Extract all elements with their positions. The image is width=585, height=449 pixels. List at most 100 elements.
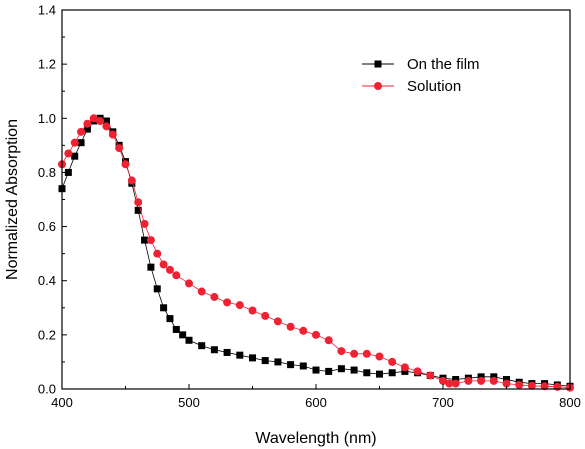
data-point bbox=[464, 376, 473, 385]
data-point bbox=[401, 367, 409, 375]
y-tick-label: 0.0 bbox=[38, 382, 56, 397]
data-point bbox=[210, 292, 219, 301]
data-point bbox=[223, 298, 232, 307]
y-tick-label: 1.4 bbox=[38, 3, 56, 18]
data-point bbox=[388, 357, 397, 366]
data-point bbox=[166, 315, 174, 323]
legend-label-solution: Solution bbox=[407, 78, 461, 95]
data-point bbox=[261, 357, 269, 365]
data-point bbox=[127, 176, 136, 185]
data-point bbox=[445, 379, 454, 388]
data-point bbox=[236, 351, 244, 359]
data-point bbox=[376, 370, 383, 378]
data-point bbox=[64, 168, 72, 176]
data-point bbox=[121, 160, 130, 169]
legend: On the film Solution bbox=[362, 56, 480, 95]
y-axis-ticks: 0.0 0.2 0.4 0.6 0.8 1.0 1.2 1.4 bbox=[38, 3, 67, 397]
data-point bbox=[102, 122, 111, 131]
data-point bbox=[160, 304, 168, 312]
data-point bbox=[70, 138, 79, 147]
series-line bbox=[61, 117, 571, 388]
series-solution bbox=[58, 114, 574, 392]
data-point bbox=[350, 366, 358, 374]
data-point bbox=[185, 279, 193, 288]
y-tick-label: 0.2 bbox=[38, 327, 56, 342]
data-point bbox=[159, 260, 168, 269]
data-point bbox=[140, 219, 149, 228]
x-axis-label: Wavelength (nm) bbox=[255, 430, 376, 447]
y-tick-label: 0.4 bbox=[38, 273, 56, 288]
series-on-the-film bbox=[58, 114, 574, 390]
data-point bbox=[325, 367, 333, 375]
data-point bbox=[165, 265, 174, 274]
y-tick-label: 0.8 bbox=[38, 165, 56, 180]
legend-marker-solution bbox=[374, 82, 382, 90]
data-point bbox=[210, 346, 218, 354]
data-point bbox=[413, 367, 422, 376]
data-point bbox=[350, 349, 359, 358]
data-point bbox=[489, 376, 498, 385]
data-point bbox=[299, 362, 307, 370]
x-tick-label: 400 bbox=[51, 395, 73, 410]
series-line bbox=[61, 117, 571, 387]
data-point bbox=[515, 380, 524, 389]
data-point bbox=[426, 371, 435, 380]
y-tick-label: 1.2 bbox=[38, 57, 56, 72]
data-point bbox=[223, 348, 231, 356]
data-point bbox=[363, 369, 371, 377]
x-tick-label: 700 bbox=[432, 395, 454, 410]
data-point bbox=[89, 114, 98, 123]
data-point bbox=[490, 373, 498, 381]
data-point bbox=[540, 382, 549, 391]
data-point bbox=[274, 358, 282, 366]
data-point bbox=[312, 330, 320, 339]
data-point bbox=[147, 263, 155, 271]
data-point bbox=[141, 236, 149, 244]
x-axis-ticks: 400 500 600 700 800 bbox=[51, 384, 581, 410]
data-point bbox=[273, 317, 282, 326]
data-point bbox=[452, 376, 460, 384]
data-point bbox=[146, 236, 155, 245]
x-tick-label: 600 bbox=[305, 395, 327, 410]
data-point bbox=[64, 149, 73, 158]
data-point bbox=[477, 376, 486, 385]
data-point bbox=[77, 139, 85, 147]
data-point bbox=[248, 306, 257, 315]
data-point bbox=[527, 381, 536, 390]
data-point bbox=[235, 301, 244, 310]
legend-marker-on-the-film bbox=[374, 60, 382, 68]
x-tick-label: 800 bbox=[559, 395, 581, 410]
data-point bbox=[337, 365, 345, 373]
data-point bbox=[108, 130, 117, 139]
y-tick-label: 1.0 bbox=[38, 111, 56, 126]
data-point bbox=[451, 379, 460, 388]
data-point bbox=[502, 379, 511, 388]
data-point bbox=[172, 271, 181, 280]
data-point bbox=[362, 349, 371, 358]
data-point bbox=[312, 366, 320, 374]
data-point bbox=[503, 376, 510, 384]
y-axis-label: Normalized Absorption bbox=[4, 119, 21, 280]
data-point bbox=[477, 373, 485, 381]
data-point bbox=[77, 127, 86, 136]
data-point bbox=[439, 376, 447, 385]
y-tick-label: 0.6 bbox=[38, 219, 56, 234]
data-point bbox=[299, 326, 308, 335]
data-point bbox=[83, 125, 91, 133]
data-point bbox=[287, 361, 295, 369]
legend-label-on-the-film: On the film bbox=[407, 56, 480, 73]
data-point bbox=[179, 331, 187, 339]
data-point bbox=[185, 336, 193, 344]
data-point bbox=[102, 117, 110, 125]
data-point bbox=[261, 311, 270, 320]
data-point bbox=[71, 152, 79, 160]
data-point bbox=[153, 249, 162, 258]
x-tick-label: 500 bbox=[178, 395, 200, 410]
data-point bbox=[115, 144, 124, 153]
data-point bbox=[388, 369, 396, 377]
data-point bbox=[198, 342, 206, 350]
data-point bbox=[96, 116, 105, 125]
data-point bbox=[172, 325, 180, 333]
data-point bbox=[197, 287, 206, 296]
